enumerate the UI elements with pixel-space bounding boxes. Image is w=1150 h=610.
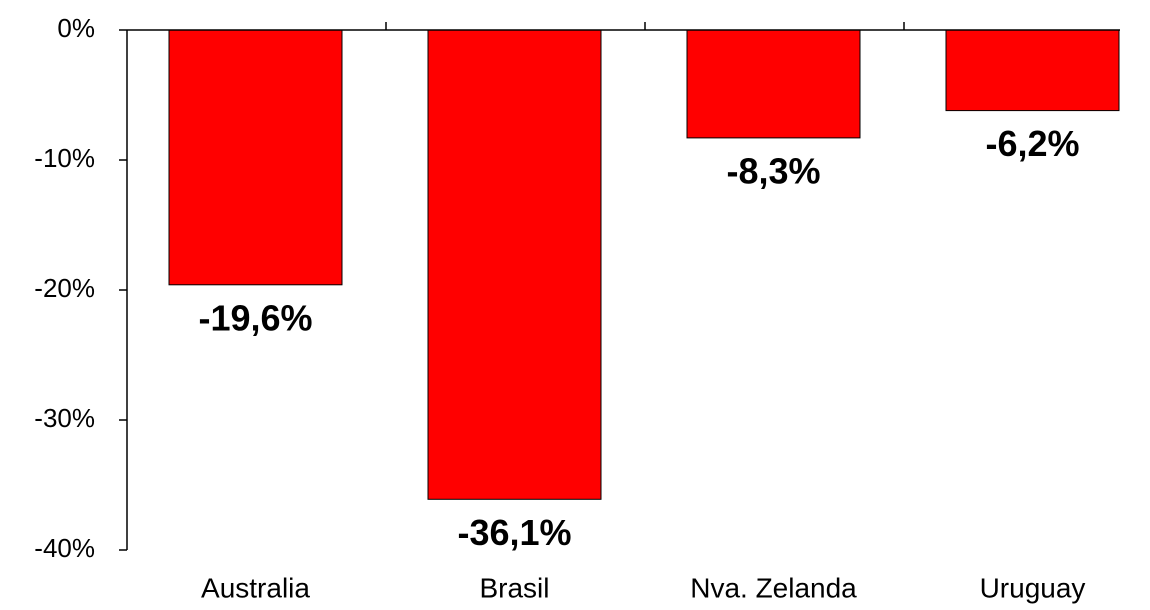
bar xyxy=(168,29,343,286)
data-label: -6,2% xyxy=(985,123,1079,164)
x-tick-label: Nva. Zelanda xyxy=(690,572,857,603)
y-tick-label: -10% xyxy=(34,143,95,173)
bar xyxy=(686,29,861,139)
y-tick-label: -20% xyxy=(34,273,95,303)
x-tick-label: Brasil xyxy=(479,572,549,603)
y-tick-label: 0% xyxy=(57,13,95,43)
data-label: -8,3% xyxy=(726,150,820,191)
y-tick-label: -30% xyxy=(34,403,95,433)
data-label: -19,6% xyxy=(198,297,312,338)
bar xyxy=(945,29,1120,112)
data-label: -36,1% xyxy=(457,512,571,553)
x-tick-label: Uruguay xyxy=(980,572,1086,603)
x-tick-label: Australia xyxy=(201,572,310,603)
bar xyxy=(427,29,602,500)
y-tick-label: -40% xyxy=(34,533,95,563)
